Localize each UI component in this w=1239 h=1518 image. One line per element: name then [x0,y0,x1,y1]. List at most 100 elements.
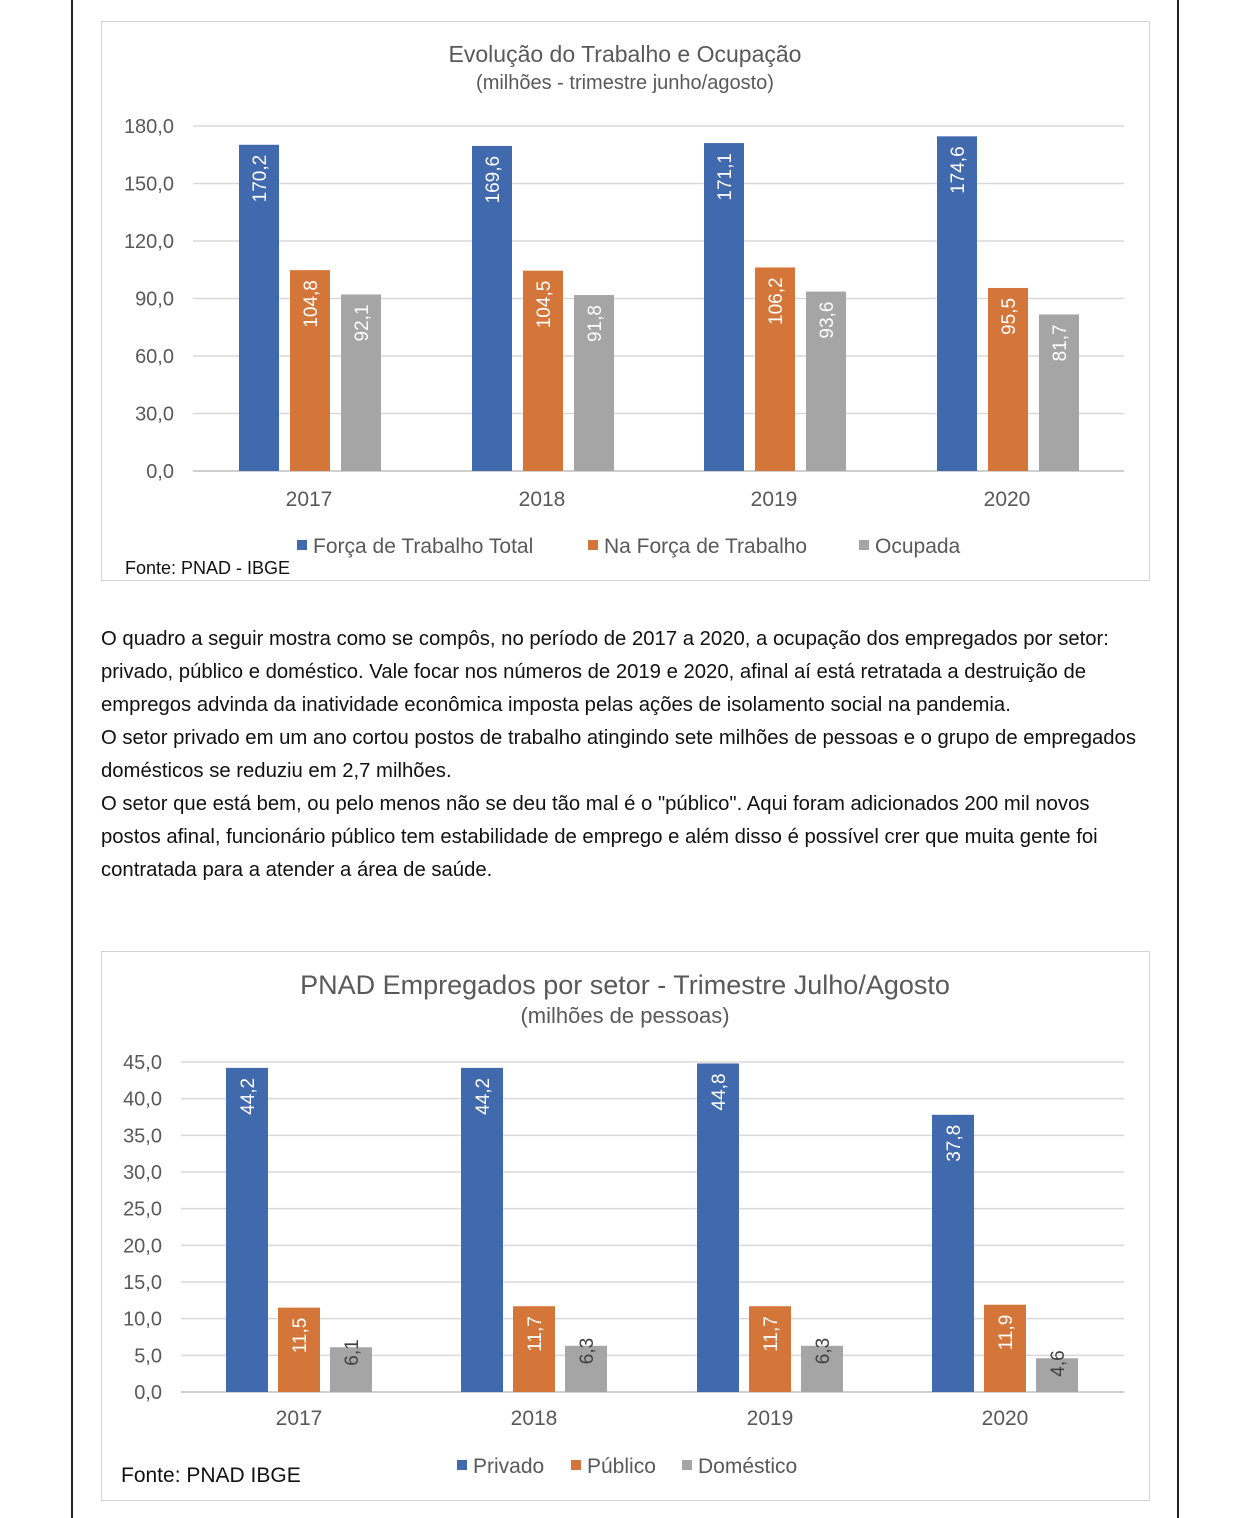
data-label: 4,6 [1048,1350,1069,1376]
x-tick-label: 2019 [747,1407,794,1430]
y-tick-label: 180,0 [124,116,174,138]
x-tick-label: 2019 [751,488,798,511]
data-label: 171,1 [715,153,736,201]
y-tick-label: 10,0 [123,1309,162,1331]
bar-na-for-a-de-trabalho [523,270,563,471]
bar-for-a-de-trabalho-total [704,143,744,471]
y-tick-label: 120,0 [124,231,174,253]
bar-dom-stico [330,1347,372,1392]
data-label: 170,2 [250,155,271,203]
y-tick-label: 30,0 [123,1162,162,1184]
data-label: 6,3 [577,1338,598,1364]
legend-swatch [588,540,598,550]
y-tick-label: 20,0 [123,1235,162,1257]
y-tick-label: 45,0 [123,1052,162,1074]
chart-employees-by-sector-svg: PNAD Empregados por setor - Trimestre Ju… [121,970,1124,1487]
bar-ocupada [341,294,381,471]
chart-source: Fonte: PNAD - IBGE [125,558,290,578]
y-tick-label: 0,0 [134,1382,162,1404]
legend-swatch [571,1460,581,1470]
x-tick-label: 2020 [984,488,1031,511]
data-label: 81,7 [1050,324,1071,361]
bar-for-a-de-trabalho-total [472,145,512,471]
article-paragraph: O setor que está bem, ou pelo menos não … [101,793,1098,881]
bar-privado [226,1067,268,1392]
legend-label: Ocupada [875,535,961,558]
data-label: 11,5 [290,1318,311,1354]
page-border-left [71,0,73,1518]
bar-na-for-a-de-trabalho [290,270,330,471]
data-label: 92,1 [352,304,373,341]
data-label: 6,3 [813,1338,834,1364]
bar-dom-stico [801,1345,843,1392]
x-tick-label: 2018 [519,488,566,511]
chart-subtitle: (milhões - trimestre junho/agosto) [476,72,774,94]
article-text: O quadro a seguir mostra como se compôs,… [101,623,1141,887]
article-paragraph: O quadro a seguir mostra como se compôs,… [101,628,1109,716]
bar-na-for-a-de-trabalho [755,267,795,471]
y-tick-label: 0,0 [146,461,174,483]
legend-swatch [859,540,869,550]
x-tick-label: 2020 [982,1407,1029,1430]
data-label: 44,8 [709,1073,730,1110]
data-label: 95,5 [999,298,1020,335]
y-tick-label: 90,0 [135,289,174,311]
data-label: 106,2 [766,277,787,325]
data-label: 93,6 [817,302,838,339]
bar-dom-stico [1036,1358,1078,1392]
bar-dom-stico [565,1345,607,1392]
y-tick-label: 35,0 [123,1125,162,1147]
bar-for-a-de-trabalho-total [937,136,977,471]
bar-ocupada [806,291,846,471]
y-tick-label: 5,0 [134,1345,162,1367]
x-tick-label: 2017 [286,488,333,511]
chart-title: Evolução do Trabalho e Ocupação [449,41,802,67]
legend-swatch [682,1460,692,1470]
article-paragraph: O setor privado em um ano cortou postos … [101,727,1136,782]
data-label: 11,7 [525,1316,546,1352]
chart-source: Fonte: PNAD IBGE [121,1464,301,1487]
legend-label: Privado [473,1455,544,1478]
data-label: 174,6 [948,146,969,194]
y-tick-label: 40,0 [123,1089,162,1111]
x-tick-label: 2017 [276,1407,323,1430]
bar-for-a-de-trabalho-total [239,144,279,471]
bar-p-blico [749,1306,791,1392]
y-tick-label: 60,0 [135,346,174,368]
bar-privado [461,1067,503,1392]
legend-swatch [457,1460,467,1470]
data-label: 37,8 [944,1125,965,1162]
legend-swatch [297,540,307,550]
legend-label: Doméstico [698,1455,797,1478]
data-label: 44,2 [238,1078,259,1115]
bar-privado [932,1114,974,1392]
data-label: 104,8 [301,280,322,328]
legend-label: Força de Trabalho Total [313,535,533,558]
chart-employees-by-sector: PNAD Empregados por setor - Trimestre Ju… [101,951,1150,1501]
data-label: 6,1 [342,1339,363,1365]
chart-title: PNAD Empregados por setor - Trimestre Ju… [300,970,950,1000]
chart-labor-force: Evolução do Trabalho e Ocupação (milhões … [101,21,1150,581]
data-label: 169,6 [483,156,504,204]
data-label: 104,5 [534,281,555,329]
bar-p-blico [984,1304,1026,1392]
data-label: 11,7 [761,1316,782,1352]
legend-label: Público [587,1455,656,1478]
data-label: 11,9 [996,1315,1017,1351]
chart-subtitle: (milhões de pessoas) [520,1003,729,1028]
bar-privado [697,1063,739,1392]
page-border-right [1177,0,1179,1518]
bar-na-for-a-de-trabalho [988,287,1028,471]
bar-p-blico [278,1307,320,1392]
y-tick-label: 150,0 [124,174,174,196]
y-tick-label: 30,0 [135,404,174,426]
legend-label: Na Força de Trabalho [604,535,807,558]
data-label: 44,2 [473,1078,494,1115]
y-tick-label: 25,0 [123,1199,162,1221]
chart-labor-force-svg: Evolução do Trabalho e Ocupação (milhões … [124,41,1124,578]
x-tick-label: 2018 [511,1407,558,1430]
bar-ocupada [1039,314,1079,471]
bar-p-blico [513,1306,555,1392]
data-label: 91,8 [585,305,606,342]
bar-ocupada [574,295,614,471]
